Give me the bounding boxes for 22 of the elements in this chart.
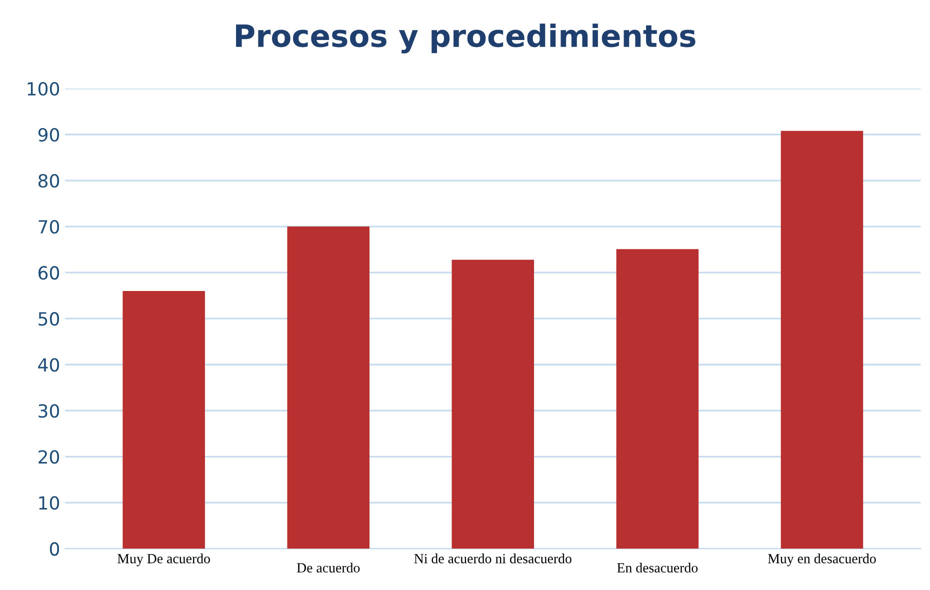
y-tick-label: 20 (38, 450, 60, 464)
x-tick-label: Muy en desacuerdo (768, 554, 876, 566)
y-tick-label: 90 (38, 128, 60, 142)
x-tick-label: Ni de acuerdo ni desacuerdo (414, 554, 572, 564)
y-tick-label: 40 (38, 358, 60, 372)
y-tick-label: 100 (28, 82, 60, 96)
bar (616, 249, 699, 549)
y-tick-label: 70 (38, 220, 60, 234)
x-tick-label: En desacuerdo (617, 562, 698, 573)
bar (287, 226, 370, 549)
bar (122, 290, 205, 549)
chart-title: Procesos y procedimientos (236, 24, 696, 54)
y-tick-label: 80 (38, 174, 60, 188)
y-tick-label: 50 (38, 312, 60, 326)
y-tick-label: 30 (38, 404, 60, 418)
y-tick-label: 10 (39, 496, 60, 510)
x-tick-label: Muy De acuerdo (118, 554, 210, 566)
bar (780, 130, 864, 549)
bar (452, 260, 534, 549)
y-tick-label: 0 (50, 542, 60, 556)
x-tick-label: De acuerdo (296, 562, 360, 573)
y-tick-label: 60 (38, 266, 60, 280)
